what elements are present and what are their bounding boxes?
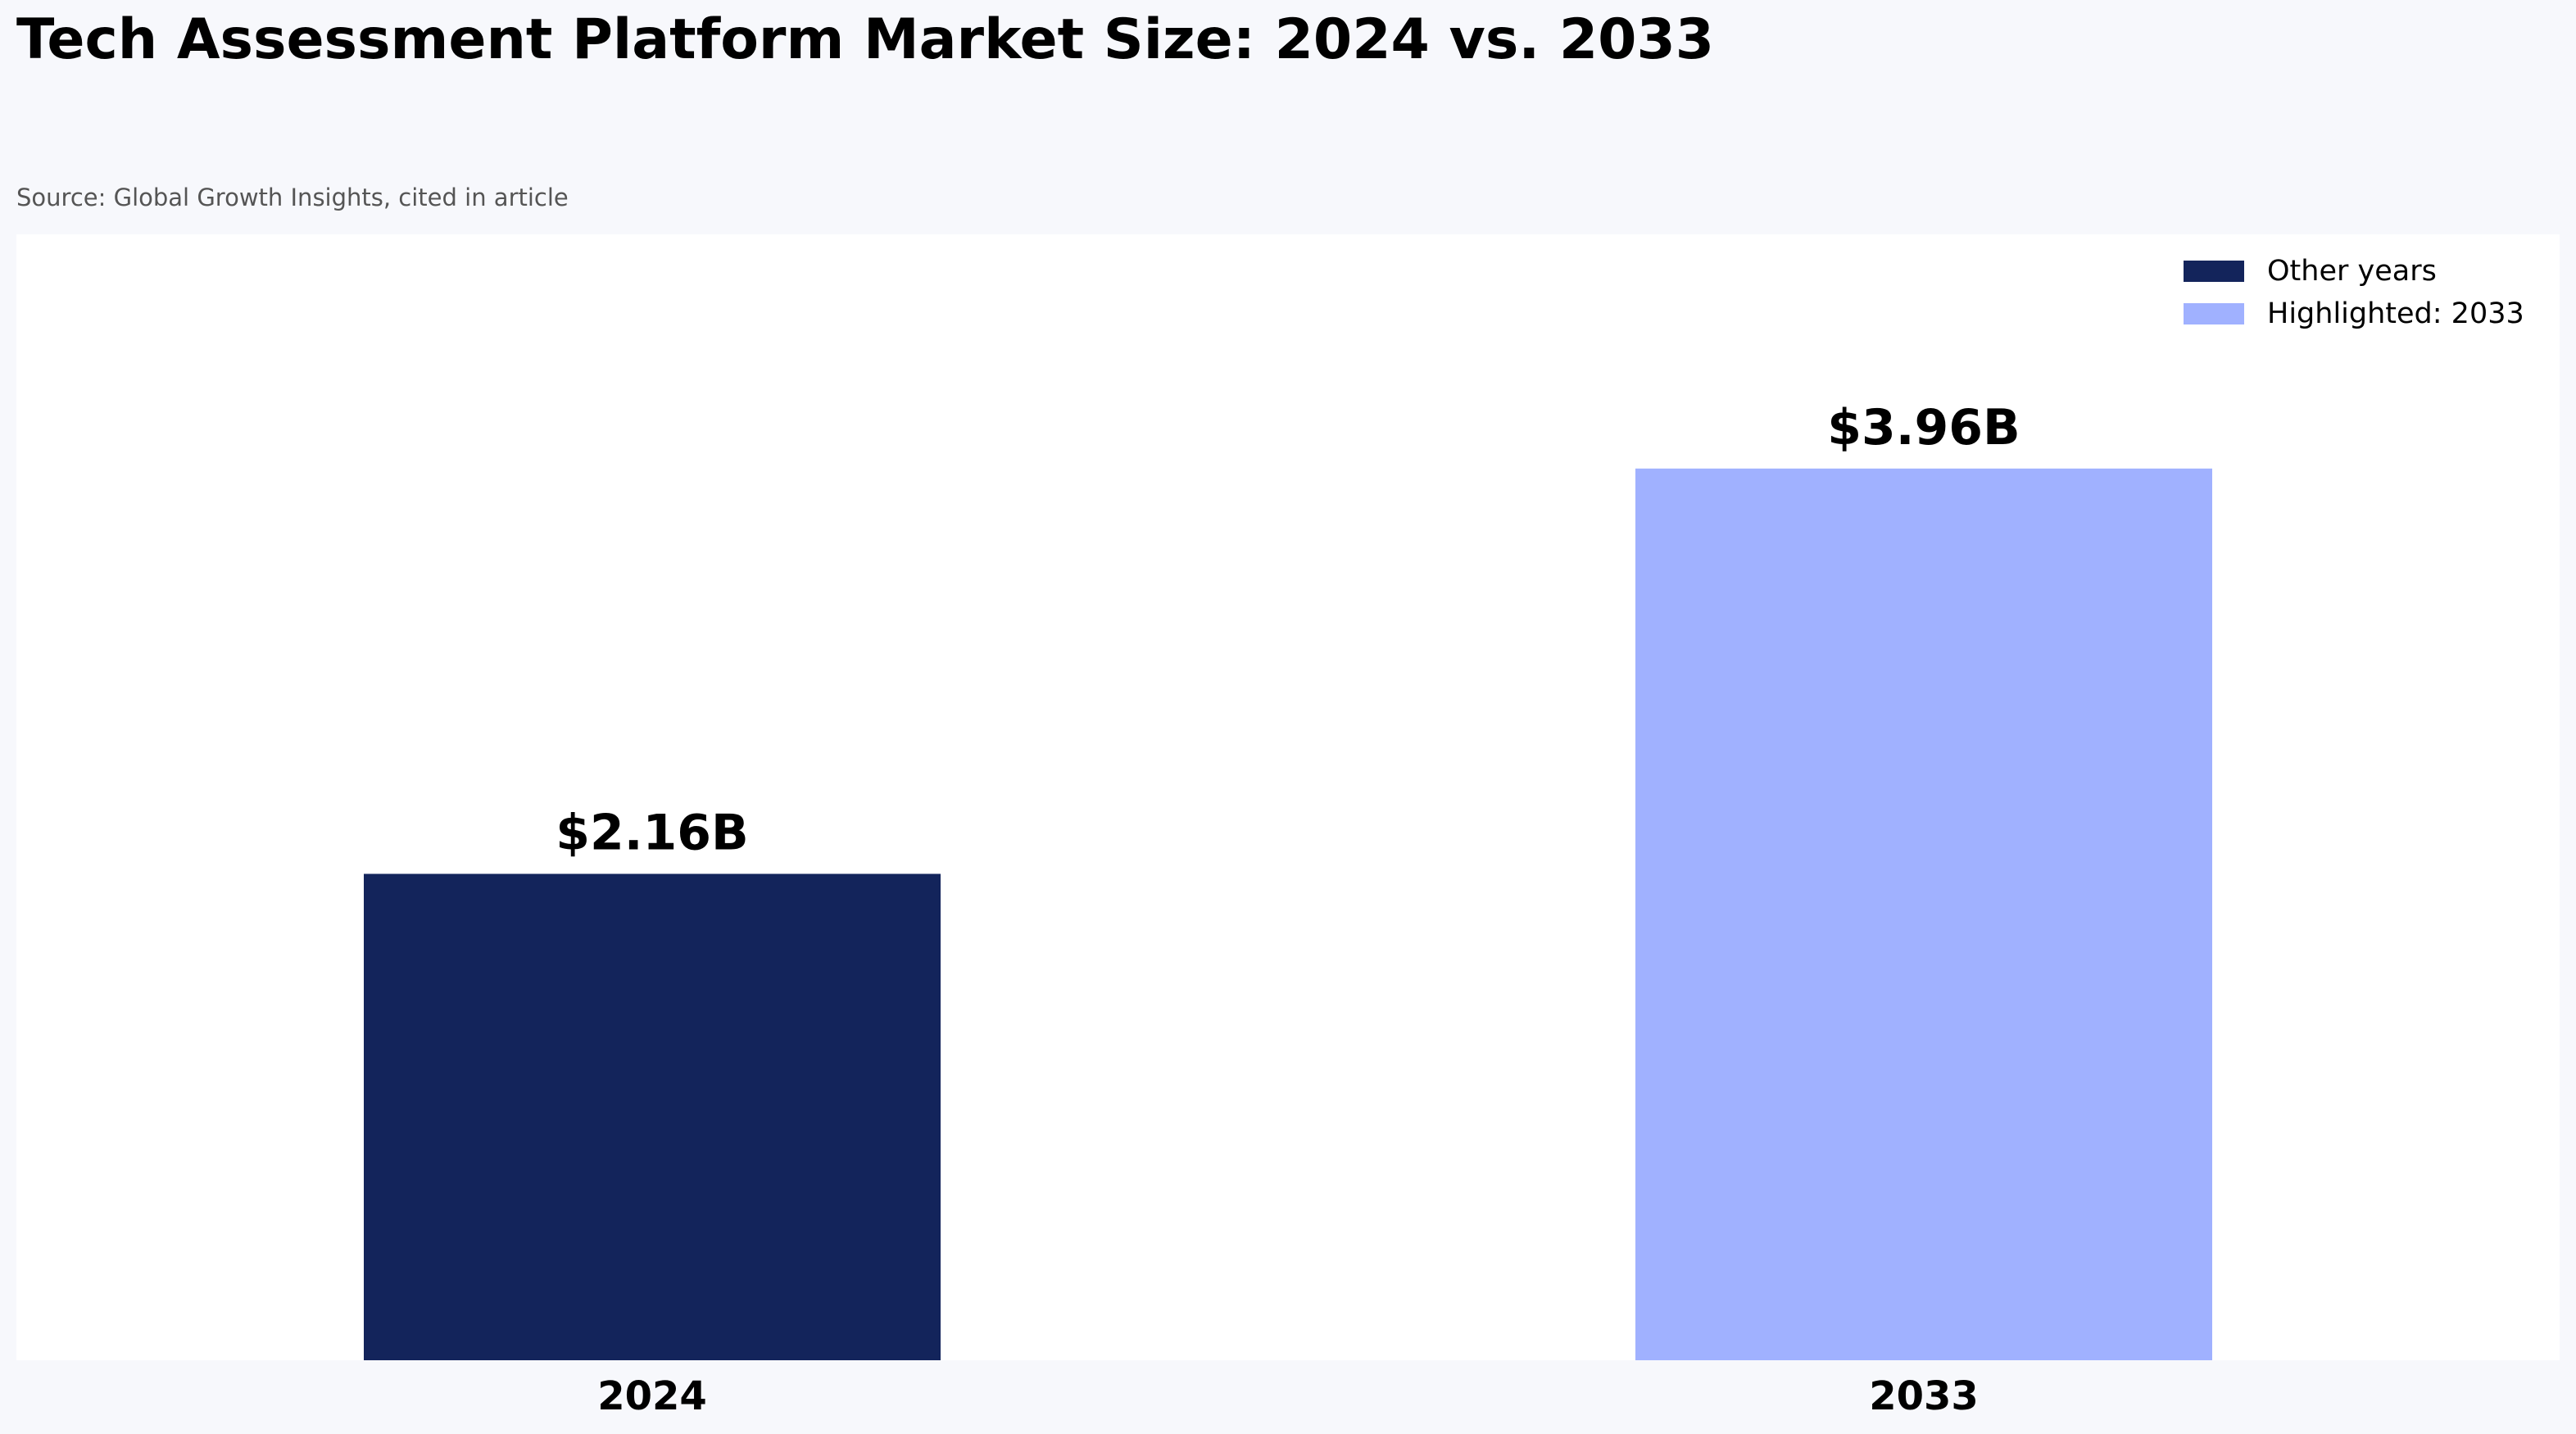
bars-layer: $2.16B 2024 $3.96B 2033 (364, 399, 2212, 1419)
legend-label-2: Highlighted: 2033 (2267, 297, 2524, 330)
legend-swatch-2 (2184, 303, 2244, 324)
value-label-2033: $3.96B (1827, 399, 2020, 456)
bar-2033 (1635, 468, 2212, 1360)
legend: Other years Highlighted: 2033 (2184, 255, 2524, 330)
legend-swatch-1 (2184, 261, 2244, 282)
chart-source-note: Source: Global Growth Insights, cited in… (16, 184, 569, 211)
x-tick-label-2033: 2033 (1869, 1373, 1979, 1419)
legend-label-1: Other years (2267, 255, 2437, 288)
value-label-2024: $2.16B (556, 804, 749, 861)
chart-title: Tech Assessment Platform Market Size: 20… (16, 7, 1715, 72)
bar-2024 (364, 874, 941, 1360)
x-tick-label-2024: 2024 (597, 1373, 707, 1419)
